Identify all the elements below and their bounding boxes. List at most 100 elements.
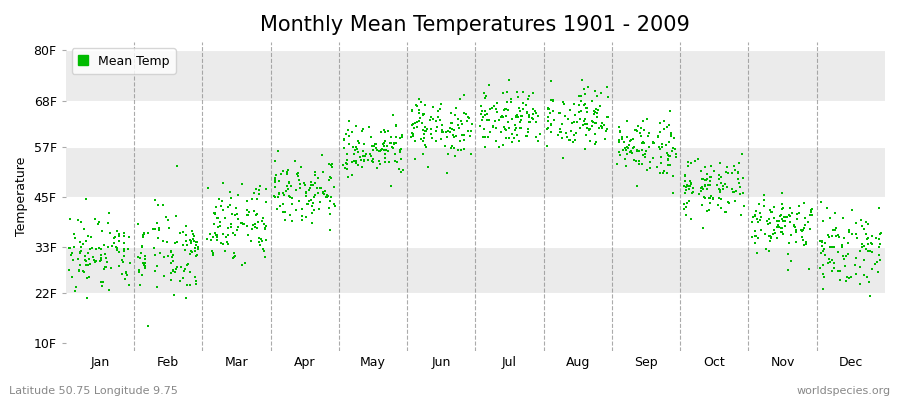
Point	[516, 106, 530, 112]
Point	[68, 235, 82, 241]
Point	[258, 254, 273, 260]
Point	[683, 160, 698, 166]
Point	[322, 161, 337, 167]
Point	[146, 226, 160, 232]
Point	[509, 132, 524, 138]
Point	[461, 128, 475, 134]
Point	[94, 246, 108, 252]
Point	[104, 265, 119, 272]
Point	[619, 118, 634, 124]
Point	[615, 136, 629, 142]
Point	[234, 220, 248, 226]
Point	[183, 251, 197, 257]
Point	[79, 295, 94, 301]
Point	[508, 113, 523, 120]
Point	[764, 235, 778, 241]
Point	[313, 185, 328, 192]
Bar	[66, 146, 885, 197]
Point	[323, 227, 338, 233]
Point	[871, 252, 886, 258]
Point	[478, 134, 492, 140]
Point	[275, 190, 290, 196]
Point	[94, 256, 108, 263]
Point	[364, 134, 379, 140]
Point	[72, 249, 86, 255]
Point	[85, 244, 99, 251]
Point	[78, 258, 93, 265]
Point	[528, 108, 543, 114]
Point	[425, 135, 439, 141]
Point	[112, 249, 126, 256]
Point	[178, 246, 193, 253]
Point	[109, 243, 123, 250]
Point	[250, 196, 265, 202]
Point	[356, 158, 371, 164]
Point	[382, 158, 396, 165]
Point	[511, 137, 526, 144]
Point	[224, 224, 238, 230]
Point	[853, 281, 868, 287]
Point	[256, 247, 271, 254]
Point	[388, 150, 402, 157]
Point	[520, 110, 535, 116]
Point	[116, 233, 130, 240]
Point	[799, 241, 814, 248]
Point	[795, 233, 809, 240]
Point	[668, 146, 682, 152]
Point	[252, 234, 266, 241]
Point	[797, 222, 812, 228]
Point	[299, 192, 313, 199]
Point	[451, 147, 465, 153]
Point	[338, 160, 353, 166]
Point	[220, 241, 235, 247]
Point	[655, 170, 670, 176]
Point	[250, 224, 265, 231]
Point	[350, 138, 365, 144]
Point	[361, 157, 375, 163]
Point	[582, 125, 597, 132]
Point	[72, 267, 86, 273]
Point	[381, 148, 395, 154]
Point	[226, 230, 240, 236]
Point	[70, 216, 85, 223]
Point	[544, 96, 558, 103]
Point	[94, 258, 108, 265]
Point	[298, 182, 312, 188]
Point	[518, 102, 533, 108]
Point	[666, 173, 680, 179]
Point	[540, 118, 554, 125]
Point	[531, 113, 545, 120]
Point	[117, 247, 131, 254]
Point	[729, 188, 743, 194]
Point	[559, 130, 573, 136]
Point	[251, 219, 266, 226]
Point	[857, 272, 871, 279]
Point	[117, 253, 131, 260]
Point	[660, 150, 674, 156]
Point	[778, 214, 793, 221]
Point	[515, 112, 529, 119]
Point	[632, 148, 646, 154]
Point	[718, 181, 733, 188]
Point	[362, 123, 376, 130]
Point	[700, 208, 715, 214]
Point	[784, 258, 798, 264]
Point	[619, 151, 634, 158]
Point	[349, 158, 364, 165]
Point	[482, 106, 497, 112]
Point	[207, 220, 221, 227]
Point	[446, 120, 460, 126]
Point	[170, 239, 184, 245]
Point	[556, 98, 571, 105]
Point	[426, 116, 440, 122]
Point	[215, 180, 230, 187]
Point	[802, 266, 816, 272]
Point	[704, 174, 718, 181]
Point	[71, 256, 86, 262]
Point	[813, 238, 827, 244]
Point	[94, 283, 109, 290]
Point	[619, 143, 634, 150]
Point	[588, 109, 602, 115]
Point	[662, 153, 676, 160]
Point	[494, 114, 508, 120]
